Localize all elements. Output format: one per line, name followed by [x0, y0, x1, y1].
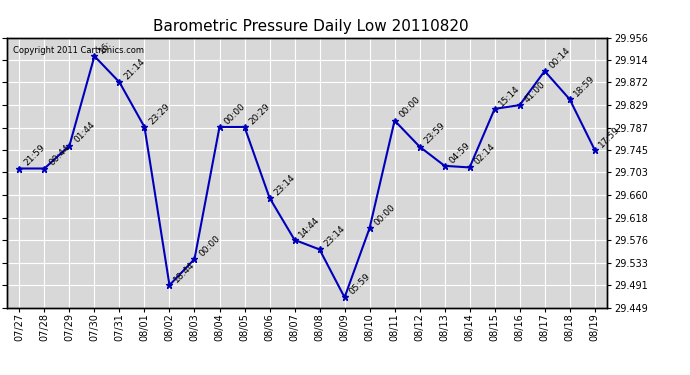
Text: 00:44: 00:44 — [47, 143, 72, 168]
Text: 23:59: 23:59 — [422, 122, 447, 146]
Text: 00:00: 00:00 — [197, 234, 222, 258]
Text: 00:00: 00:00 — [397, 95, 422, 120]
Text: 00:00: 00:00 — [222, 102, 247, 126]
Text: 05:59: 05:59 — [347, 272, 372, 297]
Text: 21:59: 21:59 — [22, 143, 47, 168]
Text: 01:44: 01:44 — [72, 120, 97, 145]
Text: 04:59: 04:59 — [447, 141, 472, 165]
Text: 00:14: 00:14 — [547, 46, 572, 70]
Text: 18:59: 18:59 — [573, 74, 597, 99]
Text: 23:29: 23:29 — [147, 102, 172, 126]
Text: 18:44: 18:44 — [172, 260, 197, 284]
Text: 20:29: 20:29 — [247, 102, 272, 126]
Text: 14:44: 14:44 — [297, 215, 322, 239]
Text: Copyright 2011 Cartronics.com: Copyright 2011 Cartronics.com — [13, 46, 144, 55]
Text: 15:14: 15:14 — [497, 84, 522, 108]
Text: 23:14: 23:14 — [322, 224, 347, 249]
Text: 23:14: 23:14 — [273, 172, 297, 197]
Text: 00:00: 00:00 — [373, 203, 397, 227]
Text: 17:59: 17:59 — [598, 124, 622, 149]
Text: 02:14: 02:14 — [473, 142, 497, 166]
Text: 41:00: 41:00 — [522, 80, 547, 104]
Text: 16:: 16: — [97, 39, 114, 56]
Text: 21:14: 21:14 — [122, 57, 147, 81]
Text: Barometric Pressure Daily Low 20110820: Barometric Pressure Daily Low 20110820 — [152, 19, 469, 34]
